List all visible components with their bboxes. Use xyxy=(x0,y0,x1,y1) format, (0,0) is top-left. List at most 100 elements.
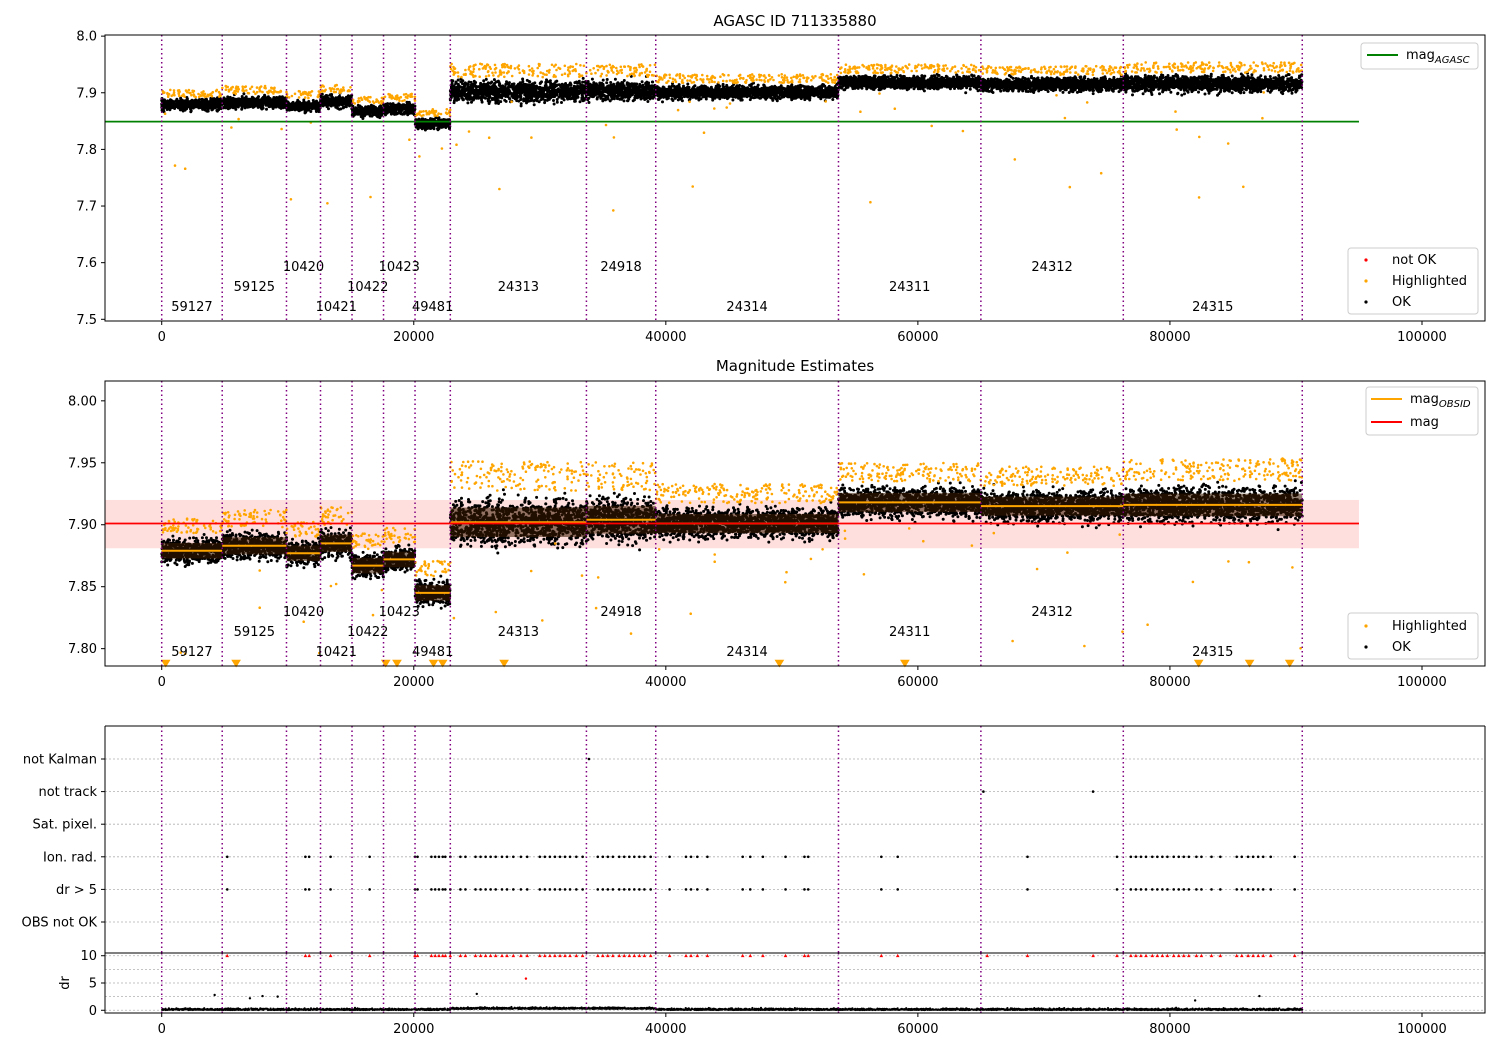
flag-point xyxy=(649,888,652,891)
dr-points xyxy=(161,953,1304,1012)
dr-clipped-marker xyxy=(1139,953,1143,958)
dr-clipped-marker xyxy=(433,953,437,958)
x-tick-label: 80000 xyxy=(1149,675,1190,690)
dr-clipped-marker xyxy=(1261,953,1266,958)
flag-point xyxy=(806,888,810,891)
dr-clipped-marker xyxy=(611,953,615,958)
flag-point xyxy=(784,855,787,859)
dr-clipped-marker xyxy=(500,953,504,958)
x-tick-label: 0 xyxy=(158,330,166,345)
dr-clipped-marker xyxy=(985,953,989,958)
flag-point xyxy=(464,888,467,891)
flag-point xyxy=(706,888,709,891)
flag-point xyxy=(307,855,311,859)
dr-clipped-marker xyxy=(1218,953,1223,958)
dr-clipped-marker xyxy=(879,953,884,958)
flag-point xyxy=(606,855,610,859)
ok-points xyxy=(654,81,840,104)
ok-points xyxy=(413,116,452,132)
flag-point xyxy=(459,855,462,859)
dr-clipped-marker xyxy=(568,953,572,958)
dr-clipped-marker xyxy=(415,953,420,958)
dr-clipped-marker xyxy=(1171,953,1176,958)
flag-point xyxy=(1139,855,1143,859)
dr-axis-label: dr xyxy=(58,976,73,990)
x-tick-label: 40000 xyxy=(645,330,686,345)
dr-clipped-marker xyxy=(617,953,621,958)
dr-clipped-marker xyxy=(1134,953,1138,958)
flag-point xyxy=(696,855,699,859)
flag-point xyxy=(304,855,307,859)
axes-frame xyxy=(104,34,1486,322)
obsid-label: 49481 xyxy=(412,300,453,315)
flag-point xyxy=(587,757,591,761)
flag-point xyxy=(553,855,557,859)
dr-clipped-marker xyxy=(441,953,445,958)
flag-point xyxy=(1261,888,1265,891)
dr-clipped-marker xyxy=(413,953,417,958)
flag-point xyxy=(568,855,572,859)
ok-points xyxy=(220,92,288,111)
highlighted-outliers xyxy=(594,576,633,635)
dr-clipped-marker xyxy=(740,953,745,958)
flag-point xyxy=(1156,855,1159,859)
obsid-boundaries xyxy=(160,953,1304,1013)
flag-point xyxy=(1172,888,1176,891)
flag-point xyxy=(896,888,900,891)
highlighted-outliers xyxy=(452,542,584,668)
flag-point xyxy=(1210,855,1213,859)
legend-not-ok: not OK xyxy=(1392,253,1437,268)
flag-point xyxy=(601,855,605,859)
obsid-label: 24311 xyxy=(889,280,930,295)
highlighted-points xyxy=(449,460,588,492)
flag-point xyxy=(441,855,445,859)
agasc-magnitude-panel: AGASC ID 711335880 59127 59125 10420 10421 1… xyxy=(76,12,1486,345)
highlighted-points xyxy=(654,482,839,505)
flag-point xyxy=(1144,855,1148,859)
dr-clipped-marker xyxy=(493,953,498,958)
flag-point xyxy=(1200,888,1203,891)
ok-points xyxy=(285,98,322,115)
dr-clipped-marker xyxy=(632,953,637,958)
flag-point xyxy=(479,888,482,891)
highlighted-points xyxy=(586,461,657,492)
flag-point xyxy=(494,855,497,859)
flag-point xyxy=(1195,888,1198,891)
flag-point xyxy=(1256,855,1260,859)
flag-point xyxy=(304,888,307,891)
obsid-label: 24312 xyxy=(1031,605,1072,620)
flags-panel: not Kalman not track Sat. pixel. Ion. rad. d… xyxy=(22,725,1486,953)
obsid-label: 10421 xyxy=(316,645,357,660)
y-tick-label: 7.95 xyxy=(68,456,97,471)
flag-point xyxy=(225,855,229,859)
x-tick-label: 80000 xyxy=(1149,1022,1190,1037)
obsid-mean-lines xyxy=(105,492,1359,601)
dr-clipped-marker xyxy=(548,953,552,958)
flag-point xyxy=(489,888,492,891)
obsid-label: 10423 xyxy=(379,260,420,275)
obsid-label: 24918 xyxy=(600,260,641,275)
dr-clipped-marker xyxy=(1025,953,1030,958)
flag-point xyxy=(1161,888,1164,891)
flag-point xyxy=(611,888,615,891)
flag-point xyxy=(803,888,806,891)
flag-point xyxy=(225,888,229,891)
flag-point xyxy=(1187,855,1191,859)
ok-points xyxy=(160,96,224,114)
highlighted-points xyxy=(351,532,385,551)
dr-clipped-marker xyxy=(525,953,529,958)
flag-point xyxy=(622,855,626,859)
flag-point xyxy=(601,888,605,891)
flag-point xyxy=(433,888,437,891)
y-tick-label: 7.90 xyxy=(68,518,97,533)
flag-point xyxy=(982,790,985,793)
flag-point xyxy=(433,855,437,859)
dr-outlier xyxy=(276,995,279,998)
flag-point xyxy=(1177,855,1181,859)
dr-clipped-marker xyxy=(437,953,441,958)
flag-point xyxy=(558,855,562,859)
flag-point xyxy=(596,888,600,891)
y-tick-label: 5 xyxy=(89,977,97,992)
obsid-label: 59127 xyxy=(171,645,212,660)
